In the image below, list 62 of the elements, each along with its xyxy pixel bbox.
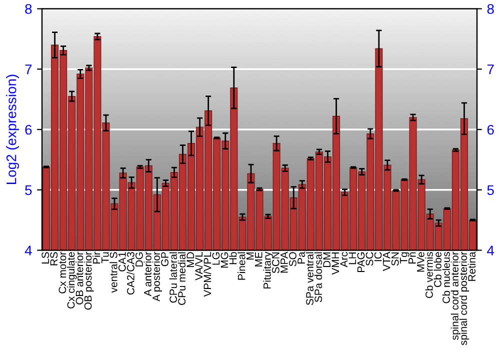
x-tick-label: OB anterior	[76, 252, 84, 304]
x-tick-label: Cx cingulate	[67, 252, 77, 308]
x-tick-label: Cb lobe	[434, 252, 442, 288]
x-tick-label: SO	[289, 252, 296, 266]
x-tick-label: MPA	[280, 252, 288, 273]
y2-tick-label: 8	[487, 4, 494, 14]
y2-tick-label: 4	[487, 246, 494, 256]
x-tick-label: VPM/VPL	[203, 252, 212, 297]
x-tick-label: A posterior	[152, 252, 162, 302]
x-tick-label: SN	[391, 252, 399, 266]
x-tick-label: Pa	[298, 252, 305, 264]
x-tick-label: CPu lateral	[169, 252, 177, 303]
y-axis-title: Log2 (expression)	[6, 74, 19, 184]
x-tick-label: spinal cord posterior	[459, 252, 470, 346]
x-tick-label: MD	[186, 252, 194, 267]
x-tick-label: VTA	[382, 252, 390, 272]
x-tick-label: CA2/CA3	[126, 252, 134, 295]
x-tick-label: Hb	[229, 252, 237, 264]
x-tick-label: LS	[42, 252, 50, 264]
x-tick-label: SPa ventral	[306, 252, 314, 306]
x-tick-label: M	[246, 252, 254, 260]
x-tick-label: ventral S	[110, 252, 118, 293]
x-tick-label: IC	[374, 252, 382, 262]
x-tick-label: SPa dorsal	[314, 252, 322, 302]
y-tick-label: 6	[25, 124, 32, 135]
x-tick-label: Arc	[340, 252, 348, 268]
x-tick-label: LH	[348, 252, 356, 264]
x-tick-label: Cb vermis	[425, 252, 433, 298]
x-tick-label: DM	[323, 252, 330, 267]
x-tick-label: Pir	[92, 252, 100, 264]
x-tick-label: spinal cord anterior	[450, 252, 461, 340]
y2-tick-label: 7	[487, 64, 494, 74]
x-tick-label: A anterior	[144, 252, 152, 296]
x-tick-label: Tg	[400, 252, 410, 264]
y-tick-label: 5	[25, 185, 32, 196]
x-tick-label: VA/VL	[194, 252, 203, 280]
y2-tick-label: 5	[487, 185, 494, 196]
y2-tick-label: 6	[487, 124, 494, 135]
x-tick-label: CPu medial	[178, 252, 186, 305]
x-tick-label: Pineal	[238, 252, 246, 280]
y-tick-label: 4	[24, 246, 32, 256]
x-tick-label: Cb nucleus	[442, 252, 450, 304]
x-tick-label: SC	[366, 252, 374, 266]
y-tick-label: 7	[25, 64, 32, 74]
x-tick-label: Tu	[102, 252, 109, 264]
x-tick-label: CA1	[118, 252, 126, 272]
x-tick-label: LG	[212, 252, 220, 265]
x-tick-label: DG	[136, 252, 143, 266]
x-tick-label: GP	[161, 252, 168, 266]
x-tick-label: SCN	[272, 252, 280, 274]
x-tick-label: Pn	[408, 252, 416, 264]
x-tick-label: MG	[220, 252, 228, 268]
x-tick-label: Retina	[468, 252, 476, 281]
x-tick-label: RS	[50, 252, 58, 266]
x-tick-label: Pituitary	[263, 252, 273, 288]
x-tick-label: Cx motor	[58, 252, 66, 294]
x-tick-label: VMH	[332, 252, 339, 275]
x-tick-label: MVe	[417, 252, 424, 272]
x-tick-label: OB posterior	[84, 252, 94, 310]
y-tick-label: 8	[25, 4, 32, 14]
x-tick-label: PAG	[357, 252, 365, 272]
x-tick-label: ME	[255, 252, 262, 266]
